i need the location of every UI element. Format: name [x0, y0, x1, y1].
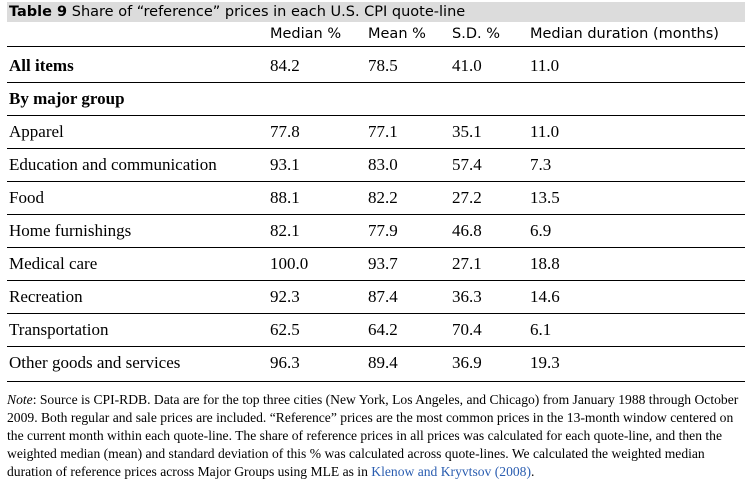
all-items-mean: 78.5 [368, 56, 398, 75]
row-rule [7, 115, 745, 116]
col-header-duration: Median duration (months) [530, 26, 719, 42]
row-duration: 19.3 [530, 353, 560, 372]
row-mean: 82.2 [368, 188, 398, 207]
row-rule [7, 82, 745, 83]
row-sd: 57.4 [452, 155, 482, 174]
row-sd: 70.4 [452, 320, 482, 339]
row-mean: 64.2 [368, 320, 398, 339]
row-label: Apparel [9, 122, 64, 141]
all-items-duration: 11.0 [530, 56, 560, 75]
row-rule [7, 247, 745, 248]
row-sd: 46.8 [452, 221, 482, 240]
col-header-sd: S.D. % [452, 26, 500, 42]
row-median: 77.8 [270, 122, 300, 141]
note-label: Note [7, 392, 33, 407]
col-header-median: Median % [270, 26, 342, 42]
row-rule [7, 148, 745, 149]
all-items-label: All items [9, 56, 74, 75]
row-sd: 36.9 [452, 353, 482, 372]
row-mean: 93.7 [368, 254, 398, 273]
note-text: : Source is CPI-RDB. Data are for the to… [7, 392, 739, 479]
note-end: . [530, 464, 535, 479]
row-duration: 6.9 [530, 221, 552, 240]
row-duration: 13.5 [530, 188, 560, 207]
row-duration: 18.8 [530, 254, 560, 273]
row-sd: 27.1 [452, 254, 482, 273]
row-label: Home furnishings [9, 221, 132, 240]
row-rule [7, 280, 745, 281]
row-median: 62.5 [270, 320, 300, 339]
row-rule [7, 181, 745, 182]
table-number: Table 9 [9, 4, 68, 20]
all-items-median: 84.2 [270, 56, 300, 75]
row-sd: 35.1 [452, 122, 482, 141]
row-median: 96.3 [270, 353, 300, 372]
row-median: 92.3 [270, 287, 300, 306]
row-mean: 83.0 [368, 155, 398, 174]
row-label: Transportation [9, 320, 109, 339]
group-heading: By major group [9, 89, 125, 108]
row-rule [7, 214, 745, 215]
row-mean: 87.4 [368, 287, 398, 306]
row-mean: 77.9 [368, 221, 398, 240]
table-caption: Table 9 Share of “reference” prices in e… [7, 2, 745, 22]
row-sd: 36.3 [452, 287, 482, 306]
row-duration: 7.3 [530, 155, 552, 174]
row-label: Food [9, 188, 44, 207]
row-rule [7, 313, 745, 314]
row-duration: 14.6 [530, 287, 560, 306]
row-median: 82.1 [270, 221, 300, 240]
row-duration: 6.1 [530, 320, 552, 339]
row-duration: 11.0 [530, 122, 560, 141]
table-bottom-rule [7, 381, 745, 382]
row-label: Recreation [9, 287, 83, 306]
col-header-mean: Mean % [368, 26, 426, 42]
row-median: 88.1 [270, 188, 300, 207]
row-label: Medical care [9, 254, 98, 273]
row-median: 100.0 [270, 254, 309, 273]
row-mean: 89.4 [368, 353, 398, 372]
all-items-sd: 41.0 [452, 56, 482, 75]
row-median: 93.1 [270, 155, 300, 174]
row-label: Education and communication [9, 155, 217, 174]
table-title: Share of “reference” prices in each U.S.… [71, 4, 466, 20]
row-mean: 77.1 [368, 122, 398, 141]
row-rule [7, 346, 745, 347]
table-note: Note: Source is CPI-RDB. Data are for th… [7, 391, 745, 481]
citation-link[interactable]: Klenow and Kryvtsov (2008) [371, 464, 531, 479]
row-label: Other goods and services [9, 353, 181, 372]
header-rule [7, 46, 745, 47]
row-sd: 27.2 [452, 188, 482, 207]
